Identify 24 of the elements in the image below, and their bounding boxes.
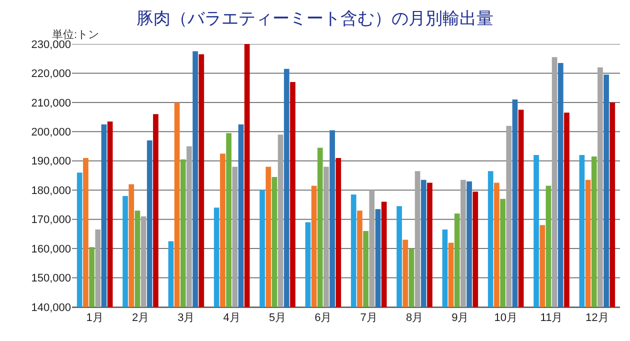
y-tick-label: 230,000 (31, 38, 71, 51)
y-tick-label: 150,000 (31, 272, 71, 285)
y-tick-label: 220,000 (31, 68, 71, 80)
y-tick-label: 140,000 (31, 302, 71, 314)
y-tick-label: 160,000 (31, 243, 71, 256)
x-tick-label: 5月 (268, 312, 286, 324)
chart-title: 豚肉（バラエティーミート含む）の月別輸出量 (136, 8, 494, 28)
x-tick-label: 8月 (406, 312, 424, 324)
y-tick-label: 170,000 (31, 214, 71, 226)
x-tick-label: 10月 (494, 312, 518, 324)
x-tick-label: 7月 (360, 312, 378, 324)
y-tick-label: 190,000 (31, 156, 71, 168)
x-tick-label: 1月 (86, 312, 104, 324)
y-axis-title: 単位:トン (52, 29, 100, 41)
y-tick-label: 210,000 (31, 97, 71, 110)
x-tick-label: 3月 (178, 312, 195, 324)
x-tick-label: 6月 (314, 312, 332, 324)
x-tick-label: 11月 (540, 312, 563, 324)
x-tick-label: 12月 (586, 312, 609, 324)
x-tick-label: 9月 (452, 312, 469, 324)
x-tick-label: 4月 (223, 312, 240, 324)
x-tick-label: 2月 (132, 312, 150, 324)
y-tick-label: 200,000 (31, 126, 71, 139)
y-tick-label: 180,000 (31, 184, 71, 197)
